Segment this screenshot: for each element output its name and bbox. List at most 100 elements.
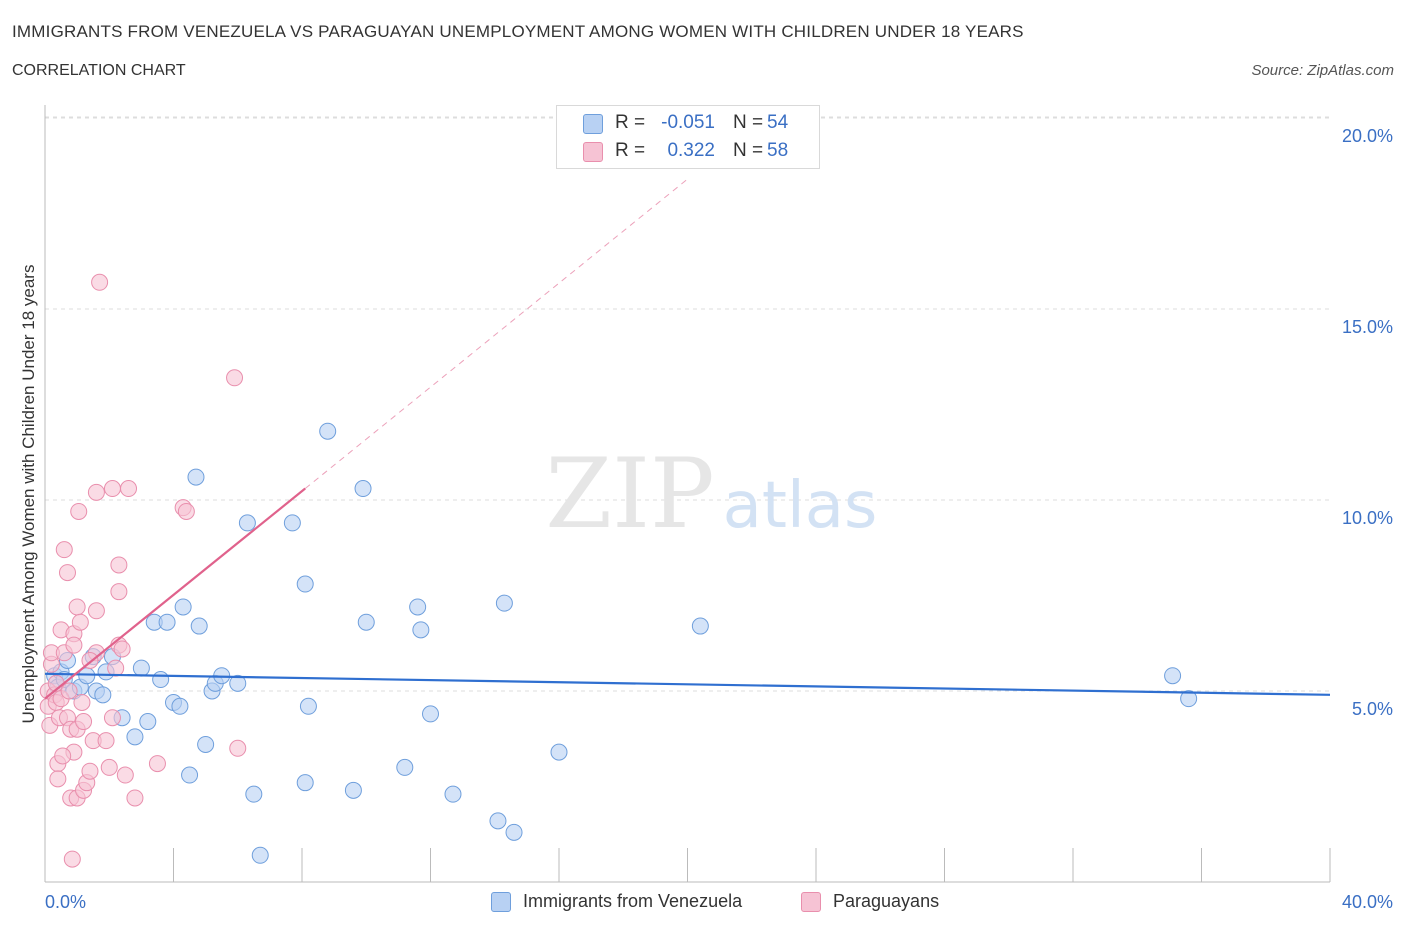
y-tick-label: 15.0% <box>1342 317 1393 337</box>
y-tick-label: 5.0% <box>1352 699 1393 719</box>
axis-layer: 0.0% 40.0% <box>44 105 1393 912</box>
point-paraguayans <box>103 709 121 727</box>
point-paraguayans <box>65 636 83 654</box>
point-venezuela <box>94 686 112 704</box>
chart-subtitle: CORRELATION CHART <box>12 62 186 79</box>
point-paraguayans <box>148 755 166 773</box>
legend-r-value: -0.051 <box>661 112 715 133</box>
point-paraguayans <box>110 556 128 574</box>
legend-swatch-pink <box>801 892 821 912</box>
point-paraguayans <box>81 762 99 780</box>
point-venezuela <box>229 674 247 692</box>
points-layer <box>39 273 1198 868</box>
legend-r-label: R = <box>615 112 646 133</box>
y-tick-label: 10.0% <box>1342 508 1393 528</box>
watermark-atlas: atlas <box>723 469 878 543</box>
point-venezuela <box>190 617 208 635</box>
point-paraguayans <box>103 480 121 498</box>
point-paraguayans <box>73 693 91 711</box>
trendline-paraguayans-extension <box>304 178 688 489</box>
correlation-legend: R = -0.051 N = 54 R = 0.322 N = 58 <box>556 105 820 169</box>
point-venezuela <box>412 621 430 639</box>
point-venezuela <box>319 422 337 440</box>
watermark-zip: ZIP <box>545 438 714 550</box>
point-venezuela <box>489 812 507 830</box>
point-venezuela <box>187 468 205 486</box>
point-paraguayans <box>229 739 247 757</box>
point-venezuela <box>238 514 256 532</box>
point-paraguayans <box>97 732 115 750</box>
point-paraguayans <box>226 369 244 387</box>
point-paraguayans <box>87 483 105 501</box>
point-venezuela <box>296 575 314 593</box>
point-paraguayans <box>71 613 89 631</box>
chart-source: Source: ZipAtlas.com <box>1251 62 1394 79</box>
trend-layer <box>44 178 1331 700</box>
point-venezuela <box>396 758 414 776</box>
trendline-paraguayans <box>44 487 306 700</box>
point-venezuela <box>283 514 301 532</box>
point-paraguayans <box>55 541 73 559</box>
point-paraguayans <box>75 713 93 731</box>
point-paraguayans <box>68 598 86 616</box>
legend-r-value: 0.322 <box>667 140 715 161</box>
point-venezuela <box>422 705 439 723</box>
point-venezuela <box>174 598 192 616</box>
legend-swatch-pink <box>583 142 603 162</box>
point-venezuela <box>495 594 513 612</box>
point-paraguayans <box>87 602 105 620</box>
point-venezuela <box>296 774 314 792</box>
y-tick-label: 20.0% <box>1342 126 1393 146</box>
point-paraguayans <box>110 583 128 601</box>
watermark: ZIP atlas <box>545 438 877 550</box>
point-venezuela <box>409 598 427 616</box>
chart-title: IMMIGRANTS FROM VENEZUELA VS PARAGUAYAN … <box>12 22 1024 41</box>
point-venezuela <box>1164 667 1182 685</box>
point-venezuela <box>354 480 372 498</box>
point-paraguayans <box>113 640 131 658</box>
point-venezuela <box>1180 690 1198 708</box>
point-venezuela <box>245 785 263 803</box>
point-paraguayans <box>58 564 76 582</box>
legend-r-label: R = <box>615 140 646 161</box>
grid-layer: 5.0% 10.0% 15.0% 20.0% <box>45 116 1393 719</box>
point-paraguayans <box>54 747 72 765</box>
point-paraguayans <box>49 770 67 788</box>
point-venezuela <box>251 846 269 864</box>
legend-n-value: 54 <box>767 112 789 133</box>
legend-swatch-blue <box>491 892 511 912</box>
point-venezuela <box>197 735 215 753</box>
point-paraguayans <box>177 502 195 520</box>
legend-n-value: 58 <box>767 140 789 161</box>
legend-n-label: N = <box>733 112 764 133</box>
point-venezuela <box>171 697 189 715</box>
point-paraguayans <box>63 850 81 868</box>
point-venezuela <box>550 743 568 761</box>
point-venezuela <box>357 613 375 631</box>
point-venezuela <box>126 728 144 746</box>
point-venezuela <box>505 823 523 841</box>
legend-label: Paraguayans <box>833 891 940 911</box>
point-paraguayans <box>107 659 125 677</box>
point-paraguayans <box>70 502 88 520</box>
point-venezuela <box>132 659 150 677</box>
point-paraguayans <box>116 766 134 784</box>
x-tick-label-max: 40.0% <box>1342 892 1393 912</box>
point-venezuela <box>139 713 157 731</box>
legend-n-label: N = <box>733 140 764 161</box>
point-venezuela <box>158 613 176 631</box>
x-tick-label-min: 0.0% <box>45 892 86 912</box>
legend-swatch-blue <box>583 114 603 134</box>
legend-label: Immigrants from Venezuela <box>523 891 743 911</box>
point-paraguayans <box>100 758 118 776</box>
point-venezuela <box>152 671 170 689</box>
trendline-venezuela <box>44 672 1331 696</box>
point-venezuela <box>691 617 709 635</box>
y-axis-label: Unemployment Among Women with Children U… <box>19 265 38 724</box>
point-venezuela <box>444 785 462 803</box>
point-venezuela <box>344 781 362 799</box>
point-venezuela <box>181 766 199 784</box>
point-venezuela <box>299 697 317 715</box>
point-paraguayans <box>91 273 109 291</box>
point-paraguayans <box>126 789 144 807</box>
